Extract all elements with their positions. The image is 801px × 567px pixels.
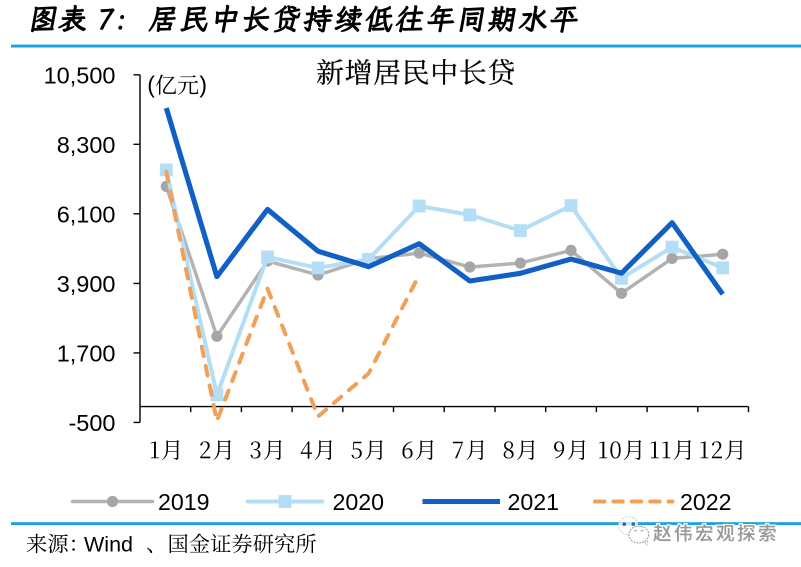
- svg-text:2020: 2020: [333, 489, 385, 515]
- svg-text:Wind: Wind: [84, 533, 133, 557]
- svg-text:2021: 2021: [508, 489, 560, 515]
- svg-text:2022: 2022: [680, 489, 732, 515]
- svg-text:): ): [199, 71, 207, 97]
- svg-text:6,100: 6,100: [57, 201, 116, 227]
- svg-text:2019: 2019: [158, 489, 210, 515]
- svg-text:1,700: 1,700: [57, 341, 116, 367]
- svg-text:8,300: 8,300: [57, 132, 116, 158]
- svg-text:3,900: 3,900: [57, 271, 116, 297]
- svg-text:10,500: 10,500: [44, 62, 116, 88]
- svg-text:(: (: [147, 71, 155, 97]
- svg-text:-500: -500: [68, 410, 115, 436]
